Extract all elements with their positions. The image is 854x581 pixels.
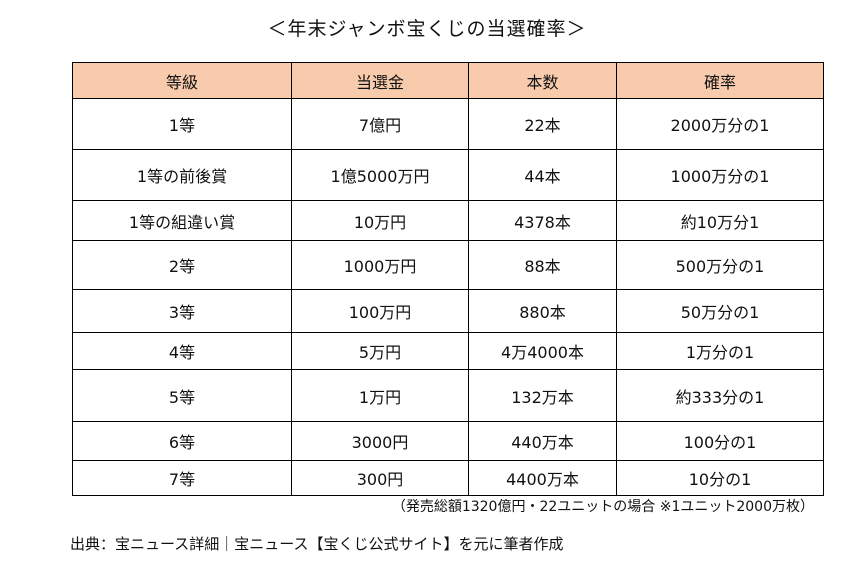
column-header-probability: 確率	[616, 62, 824, 99]
cell-prize: 1000万円	[291, 240, 469, 290]
cell-grade: 6等	[72, 421, 292, 461]
column-header-grade: 等級	[72, 62, 292, 99]
cell-count: 4378本	[468, 200, 617, 241]
cell-prize: 3000円	[291, 421, 469, 461]
column-header-count: 本数	[468, 62, 617, 99]
cell-prize: 5万円	[291, 332, 469, 370]
table-row: 1等 7億円 22本 2000万分の1	[72, 98, 824, 150]
cell-count: 440万本	[468, 421, 617, 461]
table-row: 6等 3000円 440万本 100分の1	[72, 421, 824, 461]
cell-grade: 3等	[72, 289, 292, 333]
table-row: 3等 100万円 880本 50万分の1	[72, 289, 824, 333]
cell-prize: 10万円	[291, 200, 469, 241]
cell-count: 132万本	[468, 369, 617, 422]
footnote: （発売総額1320億円・22ユニットの場合 ※1ユニット2000万枚）	[391, 499, 814, 515]
cell-prize: 7億円	[291, 98, 469, 150]
cell-grade: 2等	[72, 240, 292, 290]
cell-probability: 1万分の1	[616, 332, 824, 370]
table-header-row: 等級 当選金 本数 確率	[72, 62, 824, 99]
cell-grade: 1等の前後賞	[72, 149, 292, 201]
table-row: 1等の前後賞 1億5000万円 44本 1000万分の1	[72, 149, 824, 201]
cell-probability: 100分の1	[616, 421, 824, 461]
cell-prize: 100万円	[291, 289, 469, 333]
cell-count: 4400万本	[468, 460, 617, 496]
prize-table: 等級 当選金 本数 確率 1等 7億円 22本 2000万分の1 1等の前後賞 …	[72, 62, 824, 496]
cell-grade: 1等	[72, 98, 292, 150]
source-citation: 出典：宝ニュース詳細｜宝ニュース【宝くじ公式サイト】を元に筆者作成	[70, 535, 564, 553]
cell-grade: 4等	[72, 332, 292, 370]
cell-count: 4万4000本	[468, 332, 617, 370]
table-row: 4等 5万円 4万4000本 1万分の1	[72, 332, 824, 370]
cell-grade: 7等	[72, 460, 292, 496]
cell-probability: 約10万分1	[616, 200, 824, 241]
cell-grade: 1等の組違い賞	[72, 200, 292, 241]
table-row: 1等の組違い賞 10万円 4378本 約10万分1	[72, 200, 824, 241]
cell-probability: 約333分の1	[616, 369, 824, 422]
cell-count: 88本	[468, 240, 617, 290]
table-row: 5等 1万円 132万本 約333分の1	[72, 369, 824, 422]
table-row: 2等 1000万円 88本 500万分の1	[72, 240, 824, 290]
cell-probability: 50万分の1	[616, 289, 824, 333]
cell-grade: 5等	[72, 369, 292, 422]
cell-count: 880本	[468, 289, 617, 333]
cell-probability: 2000万分の1	[616, 98, 824, 150]
cell-prize: 1億5000万円	[291, 149, 469, 201]
page-title: ＜年末ジャンボ宝くじの当選確率＞	[267, 18, 587, 40]
cell-probability: 1000万分の1	[616, 149, 824, 201]
column-header-prize: 当選金	[291, 62, 469, 99]
cell-count: 22本	[468, 98, 617, 150]
table-row: 7等 300円 4400万本 10分の1	[72, 460, 824, 496]
cell-probability: 500万分の1	[616, 240, 824, 290]
cell-count: 44本	[468, 149, 617, 201]
cell-prize: 300円	[291, 460, 469, 496]
cell-prize: 1万円	[291, 369, 469, 422]
cell-probability: 10分の1	[616, 460, 824, 496]
